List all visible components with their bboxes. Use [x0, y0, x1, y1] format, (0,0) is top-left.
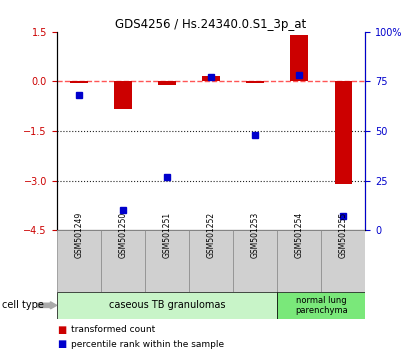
- Bar: [70, 81, 88, 83]
- Bar: [101, 230, 145, 292]
- Bar: [246, 81, 264, 83]
- Bar: [114, 81, 132, 109]
- Text: GSM501253: GSM501253: [251, 212, 260, 258]
- Text: percentile rank within the sample: percentile rank within the sample: [71, 339, 225, 349]
- Text: ■: ■: [57, 339, 66, 349]
- Text: ■: ■: [57, 325, 66, 335]
- Bar: [277, 292, 365, 319]
- Bar: [202, 76, 220, 81]
- Bar: [158, 81, 176, 85]
- Bar: [57, 230, 101, 292]
- Text: caseous TB granulomas: caseous TB granulomas: [109, 300, 225, 310]
- Text: normal lung
parenchyma: normal lung parenchyma: [295, 296, 348, 315]
- Bar: [145, 230, 189, 292]
- Bar: [290, 34, 308, 81]
- Text: GSM501249: GSM501249: [74, 212, 83, 258]
- Bar: [334, 81, 352, 184]
- Bar: [277, 230, 321, 292]
- Text: GSM501250: GSM501250: [118, 212, 127, 258]
- Text: cell type: cell type: [2, 300, 44, 310]
- Bar: [57, 292, 277, 319]
- Text: GSM501254: GSM501254: [295, 212, 304, 258]
- Bar: [189, 230, 233, 292]
- Bar: [321, 230, 365, 292]
- Text: GSM501255: GSM501255: [339, 212, 348, 258]
- Text: transformed count: transformed count: [71, 325, 156, 334]
- Text: GSM501252: GSM501252: [207, 212, 215, 258]
- Bar: [233, 230, 277, 292]
- Text: GSM501251: GSM501251: [163, 212, 171, 258]
- Title: GDS4256 / Hs.24340.0.S1_3p_at: GDS4256 / Hs.24340.0.S1_3p_at: [116, 18, 307, 31]
